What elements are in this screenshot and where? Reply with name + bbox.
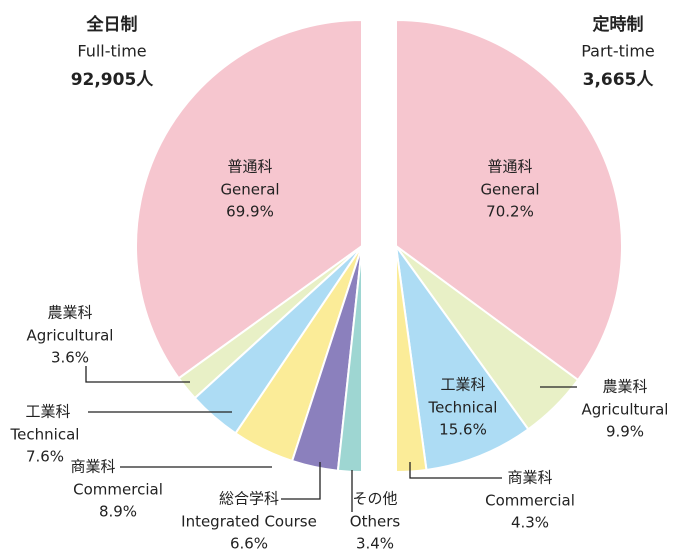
slice-label-en: General bbox=[480, 181, 539, 199]
slice-label: 普通科 bbox=[487, 158, 532, 176]
slice-value-label: 8.9% bbox=[99, 503, 137, 521]
pie-slice bbox=[395, 245, 428, 474]
slice-label-en: Others bbox=[350, 513, 401, 531]
slice-label: 農業科 bbox=[47, 304, 92, 322]
slice-value-label: 3.4% bbox=[356, 535, 394, 553]
leader-line bbox=[85, 366, 190, 383]
slice-label-en: Commercial bbox=[485, 492, 575, 510]
slice-value-label: 9.9% bbox=[606, 423, 644, 441]
chart-subtitle: Part-time bbox=[581, 42, 655, 61]
slice-label: 工業科 bbox=[25, 403, 70, 421]
slice-label: その他 bbox=[352, 490, 397, 508]
leader-line bbox=[281, 462, 321, 500]
slice-label-en: Technical bbox=[428, 399, 498, 417]
slice-value-label: 69.9% bbox=[226, 203, 274, 221]
pie-slice bbox=[336, 245, 363, 474]
slice-value-label: 70.2% bbox=[486, 203, 534, 221]
pie-slice bbox=[135, 18, 363, 380]
slice-value-label: 7.6% bbox=[26, 448, 64, 466]
slice-value-label: 4.3% bbox=[511, 514, 549, 532]
chart-total: 3,665人 bbox=[583, 70, 655, 90]
slice-label-en: Integrated Course bbox=[181, 513, 317, 531]
chart-title: 全日制 bbox=[86, 14, 138, 35]
slice-label: 普通科 bbox=[227, 158, 272, 176]
slice-label: 商業科 bbox=[70, 458, 115, 476]
chart-subtitle: Full-time bbox=[77, 42, 146, 61]
pie-slice bbox=[395, 245, 530, 472]
slice-value-label: 15.6% bbox=[439, 421, 487, 439]
leader-line bbox=[409, 462, 502, 479]
slice-label-en: Commercial bbox=[73, 481, 163, 499]
chart-title: 定時制 bbox=[593, 14, 644, 35]
chart-total: 92,905人 bbox=[71, 70, 155, 90]
slice-label: 農業科 bbox=[602, 378, 647, 396]
slice-label-en: Agricultural bbox=[27, 327, 114, 345]
slice-label: 総合学科 bbox=[219, 490, 279, 508]
slice-label-en: General bbox=[220, 181, 279, 199]
slice-label-en: Technical bbox=[10, 426, 80, 444]
slice-label: 商業科 bbox=[507, 469, 552, 487]
slice-value-label: 6.6% bbox=[230, 535, 268, 553]
slice-label-en: Agricultural bbox=[582, 401, 669, 419]
slice-label: 工業科 bbox=[440, 376, 485, 394]
slice-value-label: 3.6% bbox=[51, 349, 89, 367]
pie-slice bbox=[395, 18, 623, 382]
